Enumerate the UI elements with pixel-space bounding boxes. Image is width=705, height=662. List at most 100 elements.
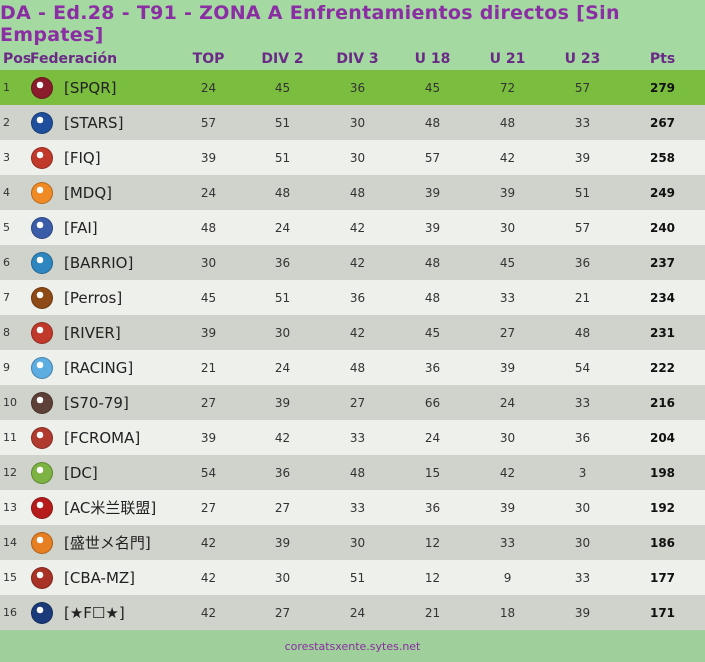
row-logo-cell [24,420,60,455]
row-u18-value: 12 [395,525,471,560]
row-points: 267 [620,105,705,140]
table-row: 1 [SPQR] 24 45 36 45 72 57 279 [0,70,705,105]
row-position: 9 [0,350,24,385]
row-u18-value: 39 [395,210,471,245]
row-logo-cell [24,210,60,245]
table-row: 9 [RACING] 21 24 48 36 39 54 222 [0,350,705,385]
row-top-value: 54 [172,455,246,490]
row-div2-value: 36 [245,455,321,490]
row-points: 234 [620,280,705,315]
cba-badge-icon [31,566,53,589]
row-div2-value: 30 [245,560,321,595]
row-u23-value: 54 [545,350,621,385]
row-u18-value: 57 [395,140,471,175]
row-u21-value: 18 [470,595,546,630]
row-top-value: 42 [172,595,246,630]
footer-link[interactable]: corestatsxente.sytes.net [0,630,705,662]
row-div3-value: 30 [320,140,396,175]
row-div3-value: 30 [320,525,396,560]
row-div2-value: 36 [245,245,321,280]
page-title: DA - Ed.28 - T91 - ZONA A Enfrentamiento… [0,0,705,48]
row-u21-value: 42 [470,140,546,175]
row-top-value: 27 [172,385,246,420]
row-federation-name: [STARS] [60,105,173,140]
row-logo-cell [24,350,60,385]
row-position: 16 [0,595,24,630]
row-position: 8 [0,315,24,350]
row-div2-value: 27 [245,595,321,630]
row-div3-value: 48 [320,175,396,210]
table-row: 15 [CBA-MZ] 42 30 51 12 9 33 177 [0,560,705,595]
row-div2-value: 27 [245,490,321,525]
table-row: 4 [MDQ] 24 48 48 39 39 51 249 [0,175,705,210]
barrio-badge-icon [31,251,53,274]
row-top-value: 27 [172,490,246,525]
row-federation-name: [★F☐★] [60,595,173,630]
row-points: 249 [620,175,705,210]
row-u18-value: 15 [395,455,471,490]
row-position: 6 [0,245,24,280]
row-points: 186 [620,525,705,560]
row-position: 13 [0,490,24,525]
row-u18-value: 45 [395,315,471,350]
row-u21-value: 39 [470,350,546,385]
row-u21-value: 33 [470,525,546,560]
row-div2-value: 30 [245,315,321,350]
row-top-value: 30 [172,245,246,280]
row-u23-value: 33 [545,105,621,140]
row-logo-cell [24,105,60,140]
row-points: 258 [620,140,705,175]
row-div2-value: 48 [245,175,321,210]
row-u18-value: 48 [395,280,471,315]
table-row: 3 [FIQ] 39 51 30 57 42 39 258 [0,140,705,175]
row-u21-value: 72 [470,70,546,105]
row-div3-value: 33 [320,490,396,525]
row-u18-value: 45 [395,70,471,105]
header-div3: DIV 3 [320,48,396,70]
row-top-value: 57 [172,105,246,140]
spqr-emblem-icon [31,76,53,99]
row-federation-name: [盛世メ名門] [60,525,173,560]
row-div3-value: 42 [320,245,396,280]
row-div3-value: 42 [320,210,396,245]
table-row: 16 [★F☐★] 42 27 24 21 18 39 171 [0,595,705,630]
row-div2-value: 24 [245,350,321,385]
table-row: 7 [Perros] 45 51 36 48 33 21 234 [0,280,705,315]
row-logo-cell [24,175,60,210]
row-div3-value: 36 [320,70,396,105]
row-federation-name: [BARRIO] [60,245,173,280]
row-position: 14 [0,525,24,560]
perros-badge-icon [31,286,53,309]
row-u23-value: 21 [545,280,621,315]
row-u21-value: 30 [470,210,546,245]
row-div3-value: 33 [320,420,396,455]
row-u21-value: 30 [470,420,546,455]
row-position: 15 [0,560,24,595]
row-u18-value: 66 [395,385,471,420]
row-div3-value: 48 [320,455,396,490]
row-div3-value: 48 [320,350,396,385]
fiq-crest-icon [31,146,53,169]
row-top-value: 39 [172,315,246,350]
s70-shield-icon [31,391,53,414]
row-position: 1 [0,70,24,105]
table-row: 12 [DC] 54 36 48 15 42 3 198 [0,455,705,490]
row-federation-name: [RACING] [60,350,173,385]
row-logo-cell [24,595,60,630]
row-div3-value: 42 [320,315,396,350]
row-top-value: 39 [172,140,246,175]
row-position: 11 [0,420,24,455]
row-points: 192 [620,490,705,525]
row-federation-name: [FCROMA] [60,420,173,455]
boca-badge-icon [31,601,53,624]
standings-table: Pos Federación TOP DIV 2 DIV 3 U 18 U 21… [0,48,705,630]
row-points: 279 [620,70,705,105]
row-u18-value: 36 [395,490,471,525]
row-points: 171 [620,595,705,630]
row-u21-value: 39 [470,175,546,210]
row-logo-cell [24,70,60,105]
row-div3-value: 30 [320,105,396,140]
row-federation-name: [S70-79] [60,385,173,420]
header-pos: Pos [0,48,31,70]
row-top-value: 48 [172,210,246,245]
